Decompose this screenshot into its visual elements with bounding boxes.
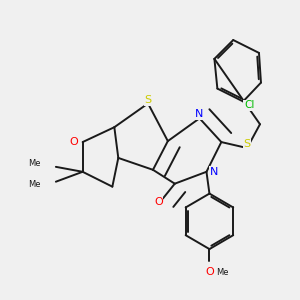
Text: S: S [244,139,251,148]
Text: Cl: Cl [244,100,254,110]
Text: N: N [210,167,218,177]
Text: O: O [205,267,214,278]
Text: S: S [145,95,152,106]
Text: N: N [195,109,204,119]
Text: Me: Me [216,268,228,277]
Text: O: O [69,137,78,147]
Text: Me: Me [28,180,41,189]
Text: Me: Me [28,159,41,168]
Text: O: O [154,196,163,206]
